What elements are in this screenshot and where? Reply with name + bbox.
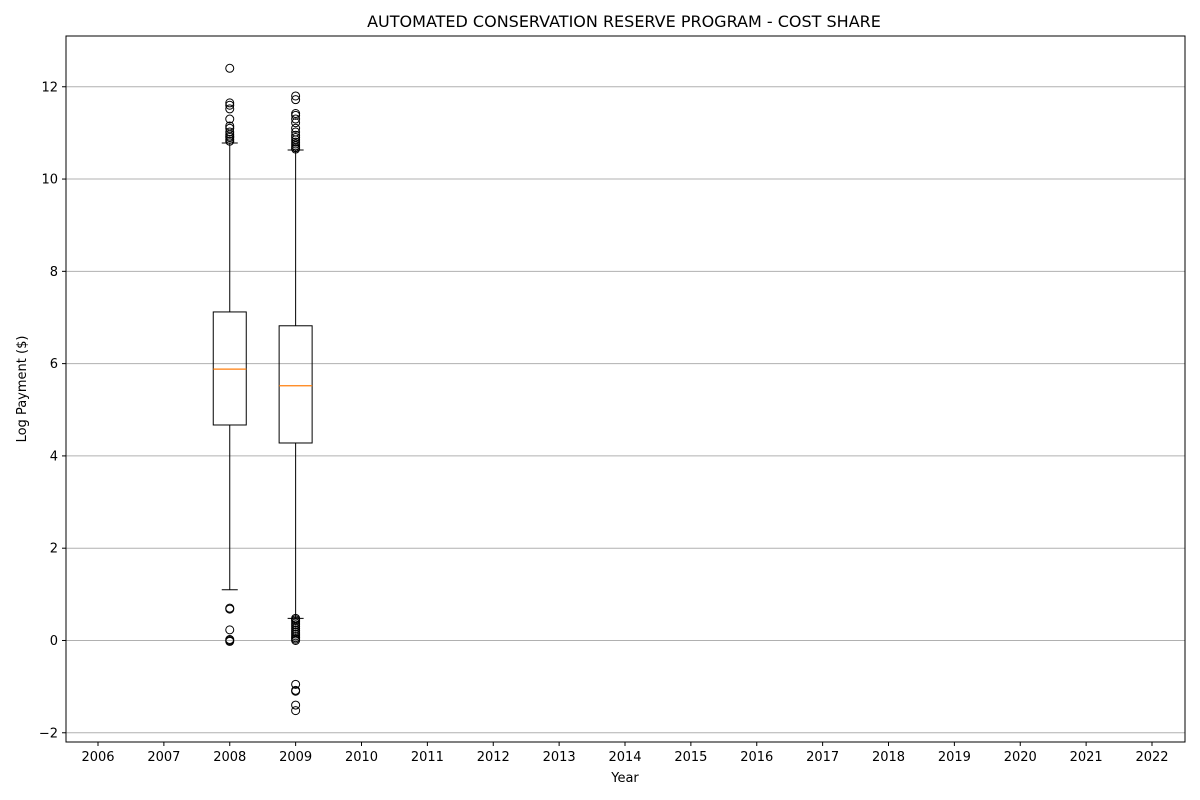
outlier-point [291, 686, 301, 696]
x-tick-label: 2017 [806, 750, 839, 765]
box-iqr [212, 311, 247, 426]
y-tick-label: −2 [39, 726, 58, 741]
outlier-point [291, 118, 301, 128]
x-tick-label: 2018 [872, 750, 905, 765]
x-tick-label: 2019 [938, 750, 971, 765]
outlier-point [291, 95, 301, 105]
outlier-point [225, 114, 235, 124]
outlier-point [225, 604, 235, 614]
x-tick-label: 2020 [1004, 750, 1037, 765]
box-iqr [278, 325, 313, 444]
grid-layer [66, 86, 1185, 734]
x-tick-label: 2006 [81, 750, 114, 765]
x-axis-label: Year [610, 771, 639, 786]
x-tick-label: 2013 [543, 750, 576, 765]
x-tick-label: 2010 [345, 750, 378, 765]
y-tick-label: 0 [50, 634, 58, 649]
outlier-point [225, 625, 235, 635]
outlier-point [291, 130, 301, 140]
x-tick-label: 2021 [1070, 750, 1103, 765]
y-axis: −2 0 2 4 6 8 10 12 [39, 80, 66, 741]
outlier-point [291, 144, 301, 154]
outlier-point [291, 110, 301, 120]
y-tick-label: 12 [41, 80, 58, 95]
x-tick-label: 2011 [411, 750, 444, 765]
outlier-point [225, 127, 235, 137]
y-tick-label: 4 [50, 449, 58, 464]
outlier-point [291, 123, 301, 133]
y-tick-label: 2 [50, 542, 58, 557]
outlier-point [291, 91, 301, 101]
outlier-point [225, 636, 235, 646]
x-tick-label: 2016 [740, 750, 773, 765]
outlier-point [225, 104, 235, 114]
outlier-point [291, 635, 301, 645]
outlier-point [291, 679, 301, 689]
outlier-point [225, 100, 235, 110]
x-tick-label: 2009 [279, 750, 312, 765]
y-tick-label: 8 [50, 265, 58, 280]
x-axis: 2006 2007 2008 2009 2010 2011 2012 2013 2014 2015… [81, 742, 1169, 765]
x-tick-label: 2014 [608, 750, 641, 765]
chart-title: AUTOMATED CONSERVATION RESERVE PROGRAM -… [367, 12, 881, 31]
y-axis-label: Log Payment ($) [15, 336, 30, 443]
x-tick-label: 2008 [213, 750, 246, 765]
outlier-point [225, 98, 235, 108]
outlier-point [291, 706, 301, 716]
outlier-point [225, 136, 235, 146]
outlier-point [291, 114, 301, 124]
plot-layer [212, 63, 313, 716]
y-tick-label: 10 [41, 173, 58, 188]
x-tick-label: 2022 [1135, 750, 1168, 765]
x-tick-label: 2012 [477, 750, 510, 765]
x-tick-label: 2015 [674, 750, 707, 765]
x-tick-label: 2007 [147, 750, 180, 765]
outlier-point [225, 63, 235, 73]
y-tick-label: 6 [50, 357, 58, 372]
outlier-point [291, 700, 301, 710]
